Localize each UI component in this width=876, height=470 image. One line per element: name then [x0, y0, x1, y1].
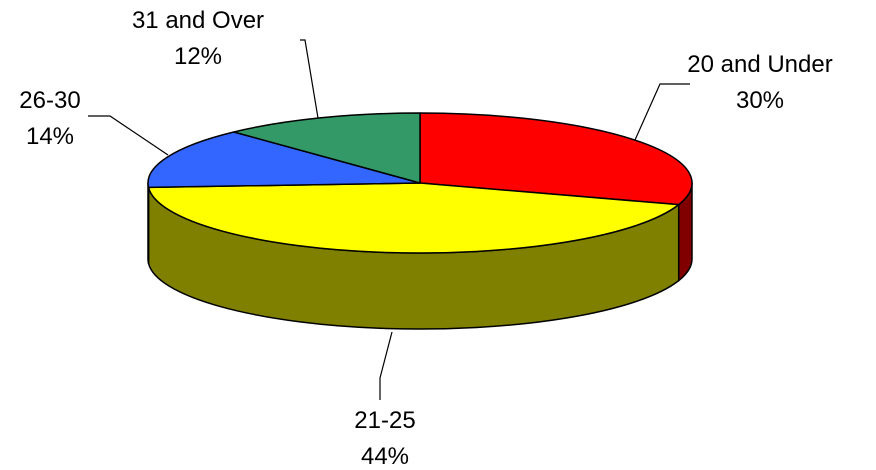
leader-lines [88, 39, 690, 400]
slice-label-21-25: 21-25 [354, 407, 415, 434]
slice-pct-26-30: 14% [26, 123, 74, 150]
slice-pct-21-25: 44% [361, 443, 409, 470]
slice-pct-20-and-under: 30% [736, 87, 784, 114]
pie-slice-21-25 [147, 182, 680, 254]
leader-21-25 [379, 331, 393, 400]
slice-pct-31-and-over: 12% [174, 43, 222, 70]
pie-side-26-30 [147, 182, 150, 264]
pie-slice-26-30 [147, 131, 421, 189]
slice-label-31-and-over: 31 and Over [132, 7, 264, 34]
slice-label-20-and-under: 20 and Under [687, 51, 832, 78]
pie-slice-31-and-over [233, 112, 421, 184]
leader-26-30 [88, 115, 169, 156]
pie-slice-20-and-under [419, 112, 693, 206]
slice-label-26-30: 26-30 [19, 87, 80, 114]
leader-31-and-over [300, 39, 319, 119]
leader-20-and-under [634, 83, 690, 141]
pie-tops [147, 112, 693, 254]
